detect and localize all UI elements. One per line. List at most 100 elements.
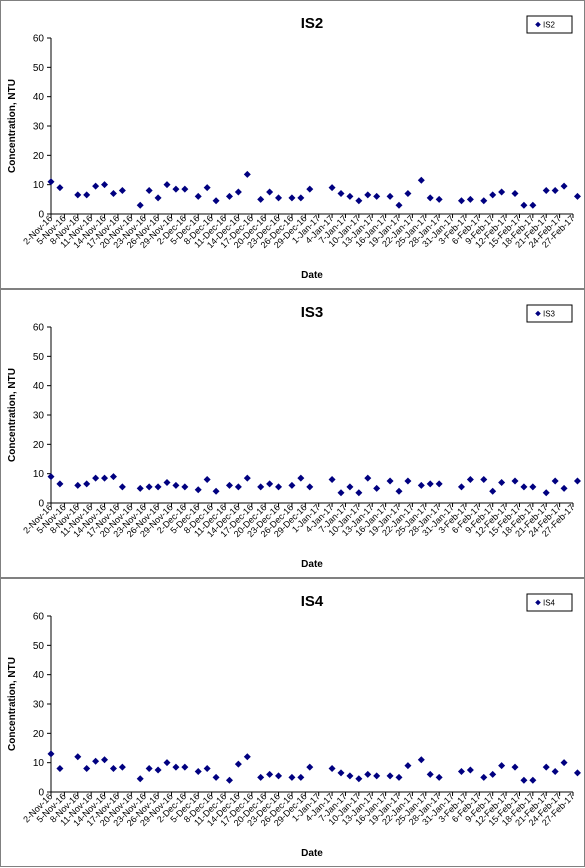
data-point — [373, 484, 381, 492]
legend-label: IS4 — [543, 599, 556, 608]
y-tick-label: 60 — [33, 323, 45, 334]
data-point — [489, 191, 497, 199]
data-point — [573, 477, 581, 485]
data-point — [417, 176, 425, 184]
data-point — [257, 773, 265, 781]
y-tick-label: 50 — [33, 63, 45, 74]
data-point — [373, 772, 381, 780]
data-point — [297, 474, 305, 482]
data-point — [480, 773, 488, 781]
data-point — [47, 178, 55, 186]
legend: IS2 — [526, 15, 573, 34]
data-point — [337, 769, 345, 777]
data-point — [520, 201, 528, 209]
data-point — [364, 191, 372, 199]
data-point — [426, 770, 434, 778]
data-point — [426, 480, 434, 488]
data-point — [520, 483, 528, 491]
data-point — [266, 770, 274, 778]
data-point — [404, 477, 412, 485]
data-point — [337, 189, 345, 197]
data-point — [386, 772, 394, 780]
data-point — [181, 483, 189, 491]
data-point — [498, 188, 506, 196]
data-point — [297, 194, 305, 202]
data-point — [118, 187, 126, 195]
data-point — [457, 197, 465, 205]
data-point — [275, 194, 283, 202]
y-tick-label: 50 — [33, 641, 45, 652]
data-point — [457, 483, 465, 491]
data-point — [529, 201, 537, 209]
data-point — [275, 483, 283, 491]
data-point — [364, 474, 372, 482]
data-point — [466, 766, 474, 774]
data-point — [181, 185, 189, 193]
data-point — [573, 769, 581, 777]
data-point — [74, 753, 82, 761]
y-tick-label: 40 — [33, 381, 45, 392]
y-tick-label: 30 — [33, 122, 45, 133]
data-point — [395, 773, 403, 781]
data-point — [364, 770, 372, 778]
data-point — [551, 767, 559, 775]
legend: IS3 — [526, 304, 573, 323]
data-point — [498, 762, 506, 770]
data-point — [136, 484, 144, 492]
data-point — [47, 750, 55, 758]
data-point — [83, 191, 91, 199]
chart-panel-is3: IS3 0 10 20 30 40 50 60 2-Nov-16 5-Nov-16 8-Nov-16… — [0, 289, 585, 578]
data-point — [288, 481, 296, 489]
data-point — [118, 483, 126, 491]
data-point — [529, 776, 537, 784]
data-point — [203, 476, 211, 484]
x-axis-label: Date — [301, 270, 323, 281]
y-tick-label: 0 — [38, 210, 44, 221]
y-tick-label: 20 — [33, 440, 45, 451]
data-point — [386, 477, 394, 485]
y-tick-label: 10 — [33, 180, 45, 191]
data-point — [306, 763, 314, 771]
data-point — [163, 478, 171, 486]
data-point — [395, 201, 403, 209]
x-axis-label: Date — [301, 848, 323, 859]
legend-label: IS2 — [543, 21, 556, 30]
data-point — [417, 756, 425, 764]
data-point — [560, 182, 568, 190]
data-point — [520, 776, 528, 784]
data-point — [466, 476, 474, 484]
data-point — [489, 487, 497, 495]
y-tick-label: 0 — [38, 499, 44, 510]
data-point — [306, 185, 314, 193]
data-point — [511, 763, 519, 771]
legend: IS4 — [526, 593, 573, 612]
data-point — [395, 487, 403, 495]
data-point — [404, 189, 412, 197]
data-point — [355, 489, 363, 497]
data-point — [542, 187, 550, 195]
data-point — [243, 474, 251, 482]
y-tick-label: 20 — [33, 729, 45, 740]
data-point — [498, 478, 506, 486]
data-point — [154, 194, 162, 202]
data-point — [306, 483, 314, 491]
data-point — [243, 170, 251, 178]
data-point — [172, 185, 180, 193]
data-point — [92, 757, 100, 765]
y-tick-label: 0 — [38, 788, 44, 799]
y-tick-label: 10 — [33, 469, 45, 480]
data-point — [457, 767, 465, 775]
legend-label: IS3 — [543, 310, 556, 319]
data-point — [480, 197, 488, 205]
y-tick-label: 60 — [33, 612, 45, 623]
legend-box — [526, 593, 573, 612]
data-point — [257, 195, 265, 203]
data-point — [203, 765, 211, 773]
data-point — [234, 760, 242, 768]
chart-svg: IS201020304050602-Nov-165-Nov-168-Nov-16… — [7, 15, 581, 281]
data-point — [542, 763, 550, 771]
data-point — [101, 756, 109, 764]
data-point — [288, 773, 296, 781]
data-point — [551, 477, 559, 485]
data-point — [243, 753, 251, 761]
